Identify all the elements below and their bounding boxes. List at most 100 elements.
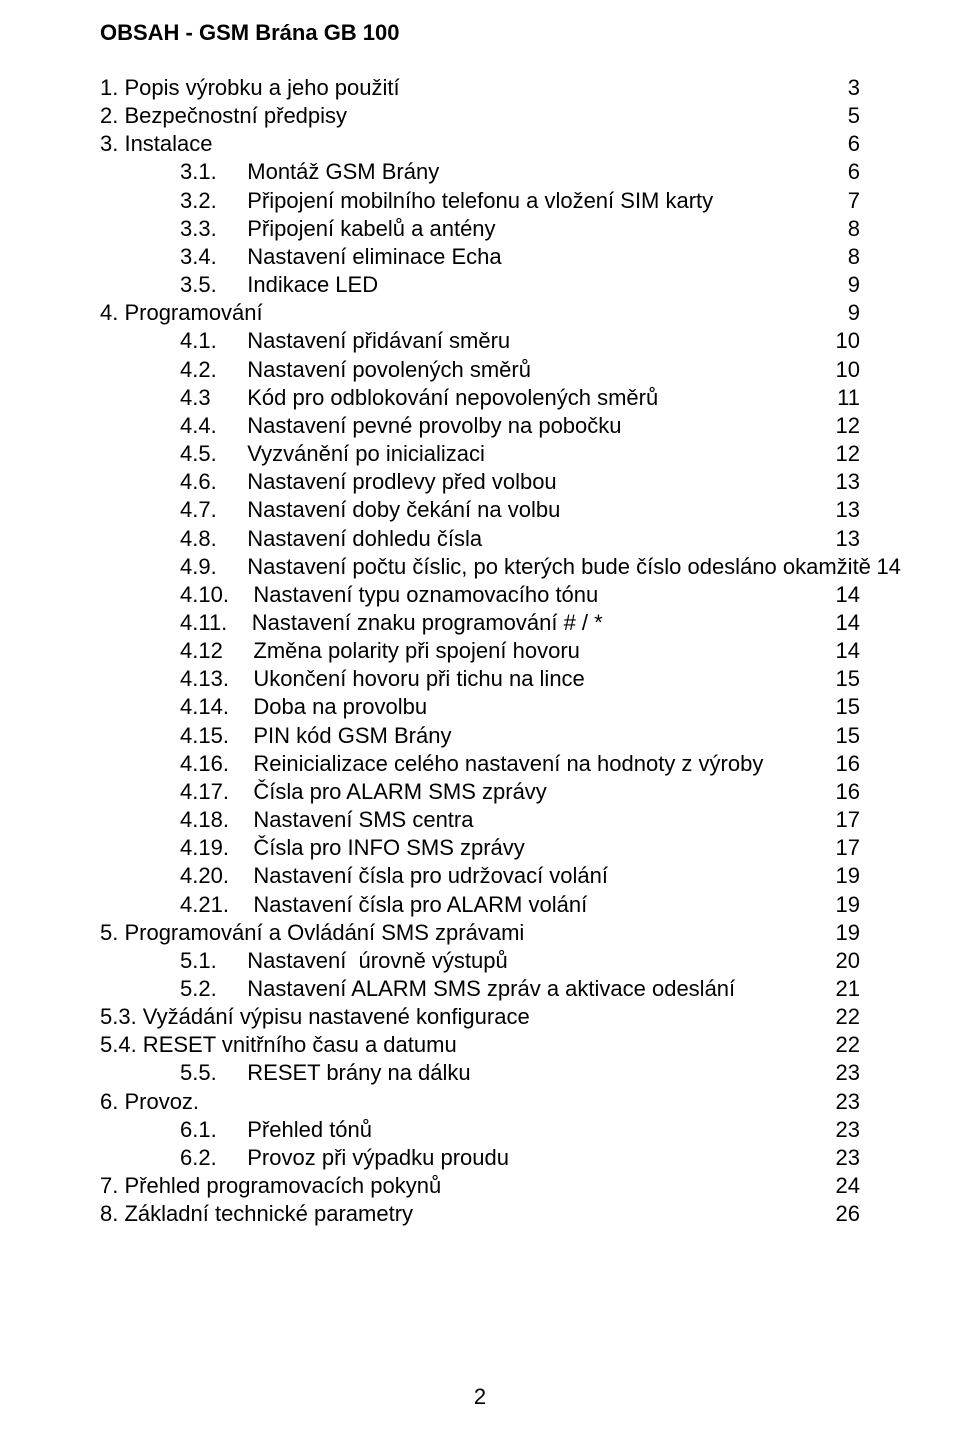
toc-row: 4.3 Kód pro odblokování nepovolených smě… bbox=[100, 384, 860, 412]
toc-label: 4.4. Nastavení pevné provolby na pobočku bbox=[180, 412, 830, 440]
toc-label: 5.3. Vyžádání výpisu nastavené konfigura… bbox=[100, 1003, 830, 1031]
toc-page: 19 bbox=[830, 862, 860, 890]
toc-row: 4.14. Doba na provolbu15 bbox=[100, 693, 860, 721]
toc-row: 5.2. Nastavení ALARM SMS zpráv a aktivac… bbox=[100, 975, 860, 1003]
toc-page: 16 bbox=[830, 750, 860, 778]
toc-row: 4.4. Nastavení pevné provolby na pobočku… bbox=[100, 412, 860, 440]
toc-page: 6 bbox=[830, 130, 860, 158]
toc-label: 5.4. RESET vnitřního času a datumu bbox=[100, 1031, 830, 1059]
toc-label: 4.21. Nastavení čísla pro ALARM volání bbox=[180, 891, 830, 919]
toc-page: 15 bbox=[830, 693, 860, 721]
toc-row: 6.2. Provoz při výpadku proudu23 bbox=[100, 1144, 860, 1172]
toc-row: 4.10. Nastavení typu oznamovacího tónu14 bbox=[100, 581, 860, 609]
toc-label: 4.3 Kód pro odblokování nepovolených smě… bbox=[180, 384, 830, 412]
toc-row: 7. Přehled programovacích pokynů24 bbox=[100, 1172, 860, 1200]
toc-label: 8. Základní technické parametry bbox=[100, 1200, 830, 1228]
toc-label: 6. Provoz. bbox=[100, 1088, 830, 1116]
toc-page: 7 bbox=[830, 187, 860, 215]
toc-page: 16 bbox=[830, 778, 860, 806]
table-of-contents: 1. Popis výrobku a jeho použití32. Bezpe… bbox=[100, 74, 860, 1228]
toc-label: 3.3. Připojení kabelů a antény bbox=[180, 215, 830, 243]
toc-page: 23 bbox=[830, 1059, 860, 1087]
toc-row: 4.8. Nastavení dohledu čísla13 bbox=[100, 525, 860, 553]
toc-page: 13 bbox=[830, 525, 860, 553]
toc-row: 4.11. Nastavení znaku programování # / *… bbox=[100, 609, 860, 637]
toc-row: 4.1. Nastavení přidávaní směru10 bbox=[100, 327, 860, 355]
toc-page: 14 bbox=[871, 553, 901, 581]
toc-row: 3. Instalace6 bbox=[100, 130, 860, 158]
toc-page: 23 bbox=[830, 1088, 860, 1116]
toc-row: 2. Bezpečnostní předpisy5 bbox=[100, 102, 860, 130]
toc-page: 11 bbox=[830, 384, 860, 412]
toc-row: 8. Základní technické parametry26 bbox=[100, 1200, 860, 1228]
toc-row: 5.1. Nastavení úrovně výstupů20 bbox=[100, 947, 860, 975]
toc-row: 5.4. RESET vnitřního času a datumu22 bbox=[100, 1031, 860, 1059]
toc-row: 4.7. Nastavení doby čekání na volbu13 bbox=[100, 496, 860, 524]
toc-row: 3.5. Indikace LED9 bbox=[100, 271, 860, 299]
toc-label: 3. Instalace bbox=[100, 130, 830, 158]
toc-label: 4.20. Nastavení čísla pro udržovací volá… bbox=[180, 862, 830, 890]
toc-page: 8 bbox=[830, 243, 860, 271]
toc-row: 3.1. Montáž GSM Brány6 bbox=[100, 158, 860, 186]
page-title: OBSAH - GSM Brána GB 100 bbox=[100, 20, 860, 46]
toc-label: 4.15. PIN kód GSM Brány bbox=[180, 722, 830, 750]
toc-page: 21 bbox=[830, 975, 860, 1003]
toc-row: 4.16. Reinicializace celého nastavení na… bbox=[100, 750, 860, 778]
toc-row: 4.19. Čísla pro INFO SMS zprávy17 bbox=[100, 834, 860, 862]
document-page: OBSAH - GSM Brána GB 100 1. Popis výrobk… bbox=[0, 0, 960, 1430]
toc-label: 4.19. Čísla pro INFO SMS zprávy bbox=[180, 834, 830, 862]
toc-label: 5. Programování a Ovládání SMS zprávami bbox=[100, 919, 830, 947]
toc-label: 7. Přehled programovacích pokynů bbox=[100, 1172, 830, 1200]
toc-label: 4.2. Nastavení povolených směrů bbox=[180, 356, 830, 384]
toc-label: 4.11. Nastavení znaku programování # / * bbox=[180, 609, 830, 637]
toc-page: 23 bbox=[830, 1144, 860, 1172]
toc-label: 5.2. Nastavení ALARM SMS zpráv a aktivac… bbox=[180, 975, 830, 1003]
toc-page: 14 bbox=[830, 581, 860, 609]
toc-page: 17 bbox=[830, 834, 860, 862]
toc-label: 4.14. Doba na provolbu bbox=[180, 693, 830, 721]
toc-page: 22 bbox=[830, 1031, 860, 1059]
toc-page: 9 bbox=[830, 271, 860, 299]
toc-page: 3 bbox=[830, 74, 860, 102]
toc-row: 4.15. PIN kód GSM Brány15 bbox=[100, 722, 860, 750]
toc-label: 4.18. Nastavení SMS centra bbox=[180, 806, 830, 834]
toc-page: 15 bbox=[830, 722, 860, 750]
toc-page: 14 bbox=[830, 637, 860, 665]
toc-label: 4.10. Nastavení typu oznamovacího tónu bbox=[180, 581, 830, 609]
toc-row: 5.5. RESET brány na dálku23 bbox=[100, 1059, 860, 1087]
toc-row: 4.21. Nastavení čísla pro ALARM volání19 bbox=[100, 891, 860, 919]
toc-page: 22 bbox=[830, 1003, 860, 1031]
toc-page: 9 bbox=[830, 299, 860, 327]
toc-label: 5.1. Nastavení úrovně výstupů bbox=[180, 947, 830, 975]
toc-row: 4.9. Nastavení počtu číslic, po kterých … bbox=[100, 553, 860, 581]
toc-page: 15 bbox=[830, 665, 860, 693]
toc-label: 4.9. Nastavení počtu číslic, po kterých … bbox=[180, 553, 871, 581]
toc-label: 5.5. RESET brány na dálku bbox=[180, 1059, 830, 1087]
toc-page: 24 bbox=[830, 1172, 860, 1200]
toc-label: 4.12 Změna polarity při spojení hovoru bbox=[180, 637, 830, 665]
toc-page: 14 bbox=[830, 609, 860, 637]
toc-row: 6.1. Přehled tónů23 bbox=[100, 1116, 860, 1144]
toc-page: 8 bbox=[830, 215, 860, 243]
toc-page: 23 bbox=[830, 1116, 860, 1144]
toc-row: 5.3. Vyžádání výpisu nastavené konfigura… bbox=[100, 1003, 860, 1031]
toc-label: 6.2. Provoz při výpadku proudu bbox=[180, 1144, 830, 1172]
toc-label: 3.2. Připojení mobilního telefonu a vlož… bbox=[180, 187, 830, 215]
toc-page: 12 bbox=[830, 412, 860, 440]
toc-page: 6 bbox=[830, 158, 860, 186]
toc-label: 4.17. Čísla pro ALARM SMS zprávy bbox=[180, 778, 830, 806]
toc-page: 19 bbox=[830, 891, 860, 919]
toc-row: 4.5. Vyzvánění po inicializaci12 bbox=[100, 440, 860, 468]
toc-page: 20 bbox=[830, 947, 860, 975]
toc-row: 4.12 Změna polarity při spojení hovoru14 bbox=[100, 637, 860, 665]
toc-row: 6. Provoz.23 bbox=[100, 1088, 860, 1116]
toc-row: 4.6. Nastavení prodlevy před volbou13 bbox=[100, 468, 860, 496]
toc-label: 3.5. Indikace LED bbox=[180, 271, 830, 299]
toc-row: 4.20. Nastavení čísla pro udržovací volá… bbox=[100, 862, 860, 890]
toc-page: 13 bbox=[830, 468, 860, 496]
toc-label: 4.16. Reinicializace celého nastavení na… bbox=[180, 750, 830, 778]
toc-row: 1. Popis výrobku a jeho použití3 bbox=[100, 74, 860, 102]
toc-label: 4.5. Vyzvánění po inicializaci bbox=[180, 440, 830, 468]
toc-label: 4.13. Ukončení hovoru při tichu na lince bbox=[180, 665, 830, 693]
toc-row: 3.4. Nastavení eliminace Echa8 bbox=[100, 243, 860, 271]
